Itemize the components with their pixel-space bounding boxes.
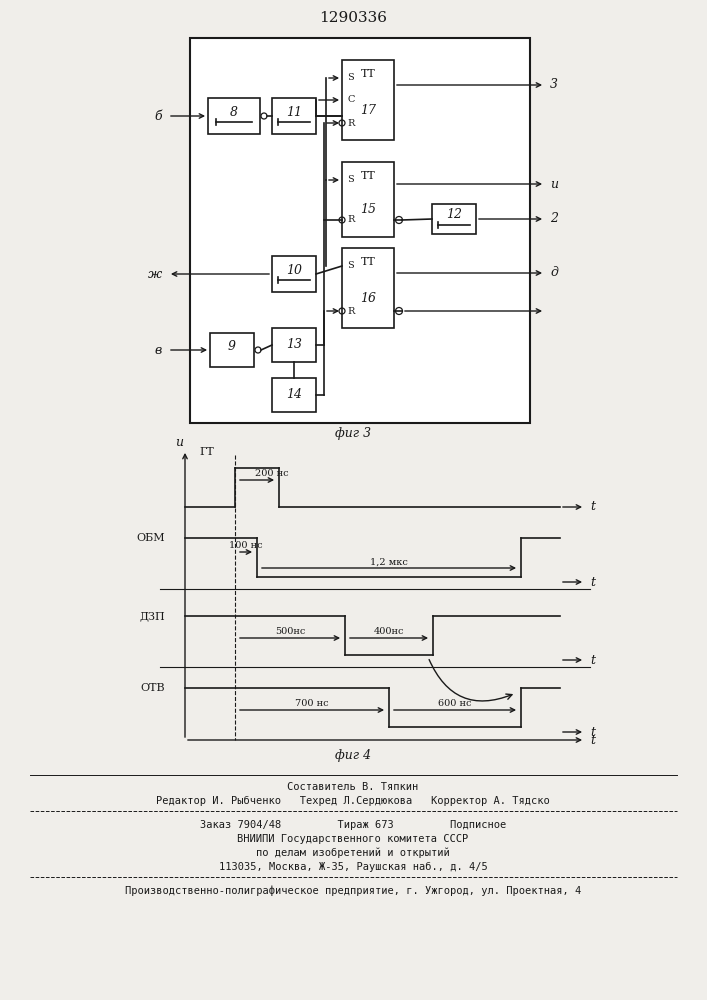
Text: Редактор И. Рыбченко   Техред Л.Сердюкова   Корректор А. Тядско: Редактор И. Рыбченко Техред Л.Сердюкова … [156, 796, 550, 806]
Text: R: R [347, 306, 354, 316]
Text: t: t [590, 500, 595, 514]
Bar [432, 204, 476, 234]
Text: 8: 8 [230, 105, 238, 118]
Text: ОТВ: ОТВ [141, 683, 165, 693]
Bar [272, 98, 316, 134]
Text: t: t [590, 734, 595, 746]
Text: 1290336: 1290336 [319, 11, 387, 25]
Text: 13: 13 [286, 338, 302, 352]
Text: 700 нс: 700 нс [296, 698, 329, 708]
Text: 200 нс: 200 нс [255, 470, 289, 479]
Text: по делам изобретений и открытий: по делам изобретений и открытий [256, 848, 450, 858]
Text: 11: 11 [286, 105, 302, 118]
Text: R: R [347, 216, 354, 225]
Text: Заказ 7904/48         Тираж 673         Подписное: Заказ 7904/48 Тираж 673 Подписное [200, 820, 506, 830]
Bar [208, 98, 260, 134]
Text: ВНИИПИ Государственного комитета СССР: ВНИИПИ Государственного комитета СССР [238, 834, 469, 844]
Text: в: в [155, 344, 162, 357]
Text: ОБМ: ОБМ [136, 533, 165, 543]
Text: 9: 9 [228, 340, 236, 354]
Text: ТТ: ТТ [361, 171, 375, 181]
Text: и: и [550, 178, 558, 190]
Text: 16: 16 [360, 292, 376, 304]
Text: ТТ: ТТ [361, 69, 375, 79]
Text: S: S [347, 261, 354, 270]
Text: 500нс: 500нс [275, 626, 305, 636]
Text: 15: 15 [360, 203, 376, 216]
Text: ДЗП: ДЗП [139, 611, 165, 621]
Text: t: t [590, 654, 595, 666]
Text: и: и [175, 436, 183, 448]
Text: C: C [347, 96, 354, 104]
Text: 17: 17 [360, 104, 376, 116]
Text: 100 нс: 100 нс [229, 542, 263, 550]
Text: Производственно-полиграфическое предприятие, г. Ужгород, ул. Проектная, 4: Производственно-полиграфическое предприя… [125, 886, 581, 896]
Text: фиг 4: фиг 4 [335, 748, 371, 762]
Bar [342, 60, 394, 140]
Text: ж: ж [148, 267, 162, 280]
Text: S: S [347, 74, 354, 83]
Text: 113035, Москва, Ж-35, Раушская наб., д. 4/5: 113035, Москва, Ж-35, Раушская наб., д. … [218, 862, 487, 872]
Bar [210, 333, 254, 367]
Text: 14: 14 [286, 388, 302, 401]
Text: 2: 2 [550, 213, 558, 226]
Text: t: t [590, 726, 595, 738]
Text: 10: 10 [286, 263, 302, 276]
Bar [272, 256, 316, 292]
Text: б: б [154, 109, 162, 122]
Text: 400нс: 400нс [374, 626, 404, 636]
Text: фиг 3: фиг 3 [335, 428, 371, 440]
Text: 600 нс: 600 нс [438, 698, 472, 708]
Bar [342, 162, 394, 237]
Text: 1,2 мкс: 1,2 мкс [370, 558, 408, 566]
Text: ТТ: ТТ [361, 257, 375, 267]
Bar [342, 248, 394, 328]
Text: 12: 12 [446, 209, 462, 222]
Text: Составитель В. Тяпкин: Составитель В. Тяпкин [287, 782, 419, 792]
Bar [190, 38, 530, 423]
Text: t: t [590, 576, 595, 588]
Text: ГТ: ГТ [199, 447, 214, 457]
Bar [272, 328, 316, 362]
Bar [272, 378, 316, 412]
Text: R: R [347, 118, 354, 127]
Text: 3: 3 [550, 79, 558, 92]
Text: S: S [347, 176, 354, 184]
Text: д: д [550, 266, 558, 279]
